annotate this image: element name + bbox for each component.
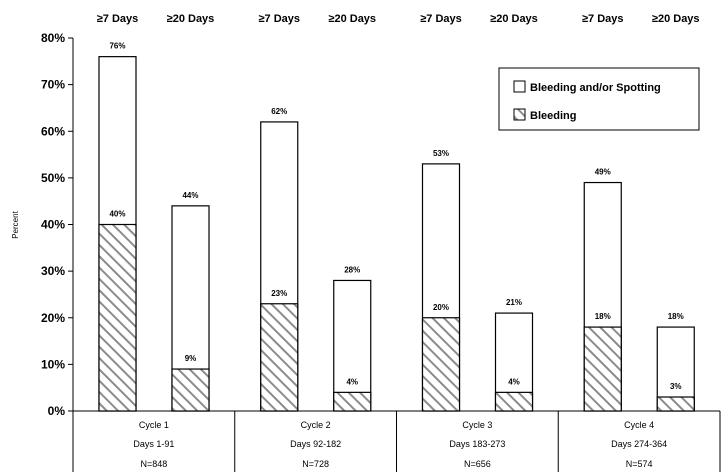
bar-bleeding-label: 40% [109,210,125,219]
bar-header-label: ≥20 Days [167,13,215,25]
category-days-label: Days 1-91 [133,439,174,449]
legend-swatch-bleeding [513,108,526,121]
bar-total-label: 44% [182,191,198,200]
category-n-label: N=728 [302,459,329,469]
bar-total-label: 21% [506,298,522,307]
bar-header-label: ≥7 Days [582,13,624,25]
category-cycle-label: Cycle 1 [139,420,169,430]
bar-total [333,279,372,412]
legend-label-total: Bleeding and/or Spotting [530,82,661,94]
bar-bleeding [656,396,695,412]
y-tick-label: 60% [41,124,65,138]
bar-total-label: 28% [344,265,360,274]
bar-header-label: ≥20 Days [490,13,538,25]
category-n-label: N=656 [464,459,491,469]
bar-total-label: 62% [271,107,287,116]
y-tick-label: 0% [48,404,66,418]
bar-header-label: ≥7 Days [97,13,139,25]
bar-bleeding-label: 20% [433,303,449,312]
category-days-label: Days 274-364 [611,439,667,449]
bar-bleeding-label: 4% [346,377,358,386]
legend: Bleeding and/or Spotting Bleeding [498,67,700,131]
bar-bleeding-label: 18% [595,312,611,321]
bar-bleeding [494,391,534,412]
y-tick-label: 50% [41,171,65,185]
legend-label-bleeding: Bleeding [530,110,576,122]
bar-total-label: 49% [595,168,611,177]
category-n-label: N=574 [626,459,653,469]
bar-header-label: ≥20 Days [652,13,700,25]
bar-bleeding [583,326,622,412]
bar-bleeding [421,317,461,412]
y-tick-label: 70% [41,78,65,92]
category-cycle-label: Cycle 3 [462,420,492,430]
bars-layer [98,56,695,412]
legend-swatch-total [513,80,526,93]
category-cycle-label: Cycle 2 [301,420,331,430]
bar-total-label: 53% [433,149,449,158]
category-cycle-label: Cycle 4 [624,420,654,430]
category-n-label: N=848 [140,459,167,469]
bar-bleeding [333,391,372,412]
y-tick-label: 30% [41,264,65,278]
bar-bleeding-label: 4% [508,377,520,386]
legend-box [498,67,700,131]
category-days-label: Days 92-182 [290,439,341,449]
bar-bleeding-label: 23% [271,289,287,298]
bar-bleeding-label: 9% [185,354,197,363]
y-tick-label: 80% [41,31,65,45]
bar-bleeding-label: 3% [670,382,682,391]
bar-header-label: ≥7 Days [258,13,300,25]
y-axis-label: Percent [11,210,20,238]
bar-total-label: 76% [109,42,125,51]
y-tick-label: 20% [41,311,65,325]
axis-layer: 0% 10% 20% 30% 40% 50% 60% 70% 80% [41,31,721,472]
labels-layer: Cycle 1 Days 1-91 N=848 ≥7 Days 76% 40% ≥20 Da… [97,13,700,469]
y-tick-label: 40% [41,218,65,232]
y-tick-label: 10% [41,357,65,371]
bar-header-label: ≥7 Days [420,13,462,25]
bar-total-label: 18% [668,312,684,321]
bar-bleeding [98,223,137,412]
bar-bleeding [260,303,299,412]
bar-header-label: ≥20 Days [328,13,376,25]
bar-bleeding [171,368,210,412]
category-days-label: Days 183-273 [449,439,505,449]
